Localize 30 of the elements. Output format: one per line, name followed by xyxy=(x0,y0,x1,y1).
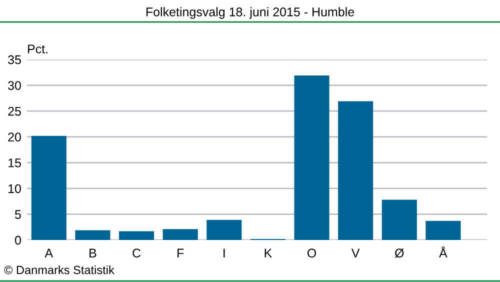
y-tick-label: 20 xyxy=(8,132,21,142)
x-tick-label: I xyxy=(224,248,225,258)
y-tick-label: 15 xyxy=(8,158,21,168)
y-tick-label: 0 xyxy=(14,236,21,245)
x-tick-label: A xyxy=(44,248,54,258)
bar xyxy=(206,220,242,240)
bar xyxy=(119,231,154,240)
y-tick-label: 5 xyxy=(14,210,21,219)
bar xyxy=(31,136,66,240)
y-tick-label: 25 xyxy=(8,106,21,116)
x-tick-label: O xyxy=(307,248,316,258)
x-tick-label: V xyxy=(351,248,360,258)
y-tick-label: 30 xyxy=(8,81,21,90)
x-tick-label: F xyxy=(178,248,184,258)
y-tick-label: 10 xyxy=(8,184,21,194)
x-tick-label: C xyxy=(132,248,141,258)
x-tick-label: B xyxy=(90,248,96,258)
bar xyxy=(426,220,461,240)
y-tick-label: 35 xyxy=(8,55,21,64)
y-axis-title: Pct. xyxy=(28,44,48,54)
bar xyxy=(382,200,417,240)
bar xyxy=(294,75,330,240)
chart-title: Folketingsvalg 18. juni 2015 - Humble xyxy=(146,7,354,19)
x-tick-label: Ø xyxy=(394,248,404,258)
bar xyxy=(162,229,198,240)
x-tick-label: K xyxy=(264,248,272,258)
bar xyxy=(338,101,374,240)
bar xyxy=(75,230,110,240)
x-tick-label: Å xyxy=(439,246,448,258)
text: © Danmarks Statistik xyxy=(4,265,114,274)
